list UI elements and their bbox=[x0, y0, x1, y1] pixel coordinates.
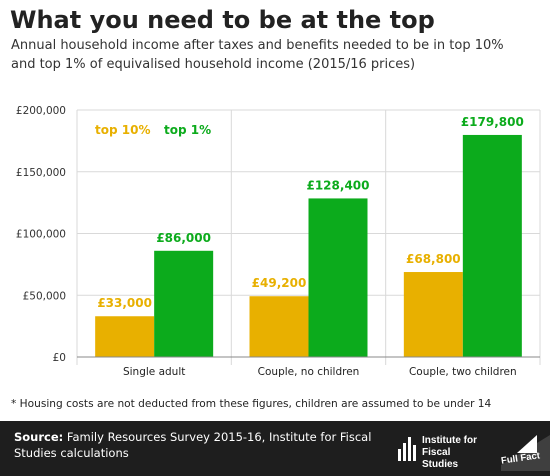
source-detail: Family Resources Survey 2015-16, Institu… bbox=[14, 430, 372, 460]
footnote: * Housing costs are not deducted from th… bbox=[11, 398, 492, 410]
bar bbox=[154, 250, 214, 357]
y-tick-label: £50,000 bbox=[23, 290, 66, 302]
fullfact-logo: Full Fact bbox=[497, 431, 550, 471]
legend-top10: top 10% bbox=[95, 123, 150, 137]
bar-chart: £0 £50,000 £100,000 £150,000 £200,000 £33,000… bbox=[16, 105, 541, 378]
data-label: £33,000 bbox=[97, 296, 152, 310]
x-tick-label: Couple, no children bbox=[258, 366, 360, 378]
bar bbox=[403, 272, 463, 357]
bar bbox=[249, 296, 309, 357]
legend-top1: top 1% bbox=[164, 123, 211, 137]
y-tick-label: £150,000 bbox=[16, 167, 66, 179]
bar bbox=[308, 198, 368, 357]
x-tick-label: Couple, two children bbox=[409, 366, 517, 378]
ifs-logo: Institute for Fiscal Studies bbox=[396, 433, 484, 470]
y-tick-label: £100,000 bbox=[16, 229, 66, 241]
source-bar: Source: Family Resources Survey 2015-16,… bbox=[0, 421, 550, 476]
data-label: £49,200 bbox=[252, 276, 307, 290]
source-label: Source: bbox=[14, 430, 64, 444]
y-tick-label: £0 bbox=[53, 352, 66, 364]
bar bbox=[462, 134, 522, 357]
ifs-logo-text: Institute for Fiscal Studies bbox=[422, 435, 477, 470]
x-tick-label: Single adult bbox=[123, 366, 185, 378]
bar bbox=[95, 316, 155, 357]
data-label: £86,000 bbox=[156, 231, 211, 245]
chart-subtitle: Annual household income after taxes and … bbox=[11, 38, 504, 72]
data-label: £68,800 bbox=[406, 252, 461, 266]
data-label: £128,400 bbox=[306, 178, 369, 192]
ifs-bars-icon bbox=[398, 437, 416, 461]
chart-title: What you need to be at the top bbox=[10, 6, 435, 34]
data-label: £179,800 bbox=[461, 115, 524, 129]
y-tick-label: £200,000 bbox=[16, 105, 66, 117]
source-text: Source: Family Resources Survey 2015-16,… bbox=[14, 429, 394, 461]
fullfact-mark-icon bbox=[501, 435, 550, 471]
